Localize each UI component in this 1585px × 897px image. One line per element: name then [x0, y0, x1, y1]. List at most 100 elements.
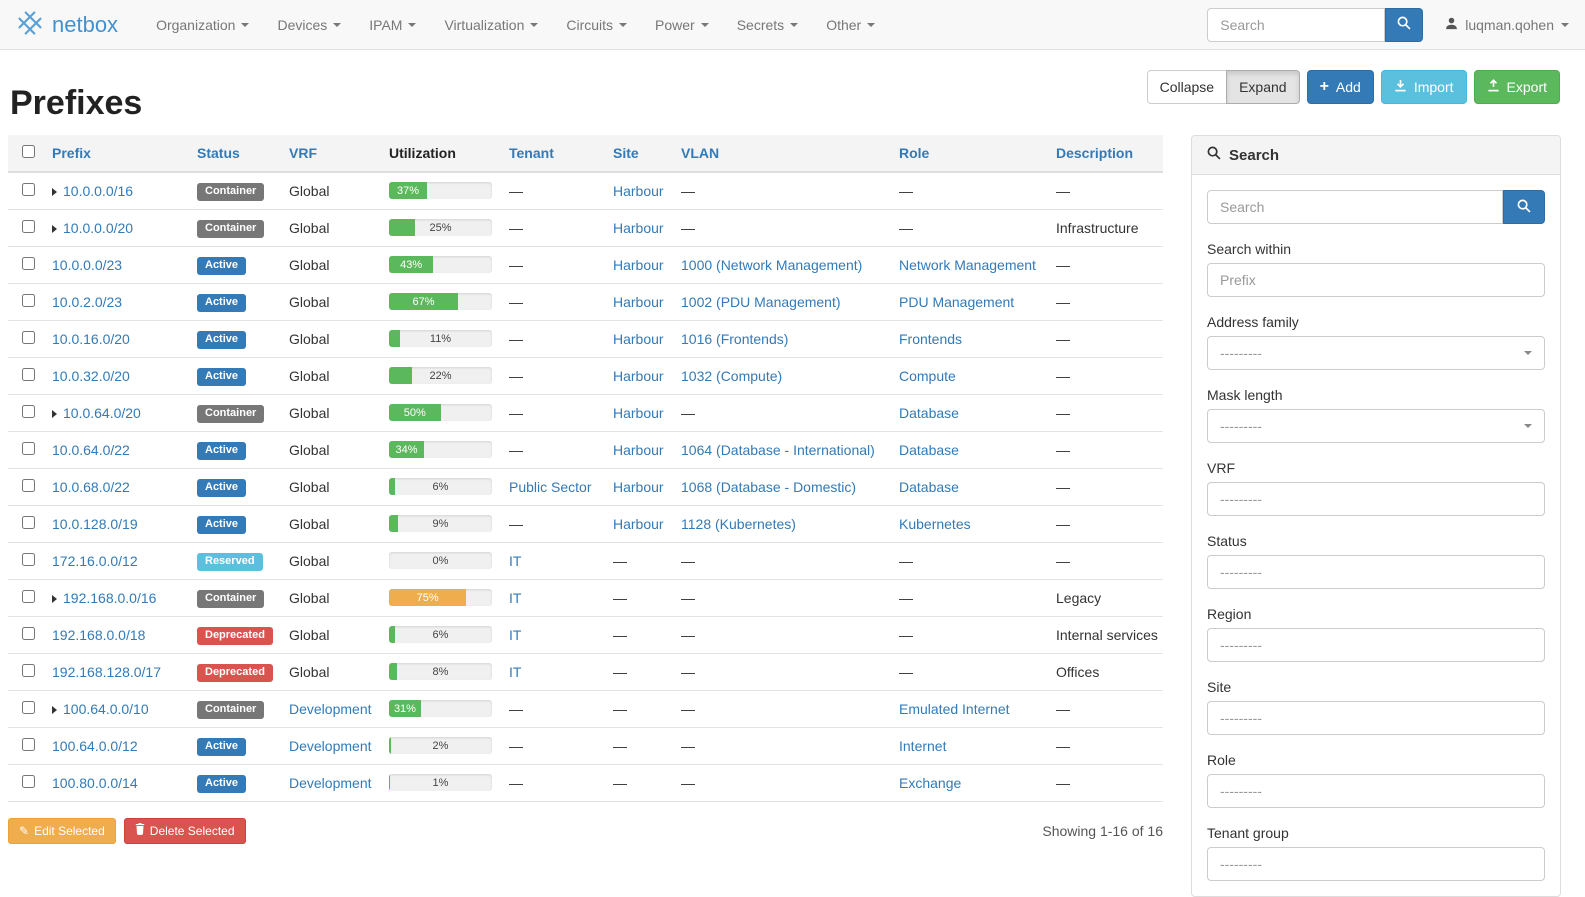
site-select[interactable]: --------- — [1207, 701, 1545, 735]
add-button[interactable]: + Add — [1306, 70, 1374, 104]
sort-link-site[interactable]: Site — [613, 145, 639, 161]
prefix-link[interactable]: 100.64.0.0/10 — [63, 700, 149, 717]
row-checkbox[interactable] — [22, 441, 35, 455]
row-checkbox[interactable] — [22, 182, 35, 196]
import-button[interactable]: Import — [1380, 70, 1467, 104]
row-checkbox[interactable] — [22, 626, 35, 640]
site-link[interactable]: Harbour — [613, 330, 664, 347]
prefix-link[interactable]: 10.0.68.0/22 — [52, 478, 130, 495]
sidebar-search-button[interactable] — [1503, 190, 1545, 224]
nav-menu-secrets[interactable]: Secrets — [723, 0, 812, 49]
tenant-link[interactable]: IT — [509, 663, 522, 680]
nav-menu-power[interactable]: Power — [641, 0, 723, 49]
delete-selected-button[interactable]: Delete Selected — [123, 817, 246, 844]
status-select[interactable]: --------- — [1207, 555, 1545, 589]
prefix-link[interactable]: 172.16.0.0/12 — [52, 552, 138, 569]
row-checkbox[interactable] — [22, 700, 35, 714]
nav-menu-circuits[interactable]: Circuits — [552, 0, 641, 49]
tenant-link[interactable]: IT — [509, 626, 522, 643]
collapse-button[interactable]: Collapse — [1146, 70, 1228, 104]
vlan-link[interactable]: 1032 (Compute) — [681, 367, 783, 384]
select-all-checkbox[interactable] — [22, 145, 35, 158]
row-checkbox[interactable] — [22, 367, 35, 381]
row-checkbox[interactable] — [22, 219, 35, 233]
prefix-link[interactable]: 100.64.0.0/12 — [52, 737, 138, 754]
role-link[interactable]: Emulated Internet — [899, 700, 1010, 717]
expand-toggle-icon[interactable] — [52, 224, 57, 233]
nav-menu-devices[interactable]: Devices — [263, 0, 355, 49]
prefix-link[interactable]: 10.0.2.0/23 — [52, 293, 123, 310]
vlan-link[interactable]: 1128 (Kubernetes) — [681, 515, 796, 532]
user-menu[interactable]: luqman.qohen — [1445, 17, 1569, 33]
prefix-link[interactable]: 192.168.128.0/17 — [52, 663, 161, 680]
prefix-link[interactable]: 10.0.64.0/22 — [52, 441, 130, 458]
vrf-link[interactable]: Development — [289, 737, 372, 754]
role-link[interactable]: Database — [899, 441, 959, 458]
vlan-link[interactable]: 1068 (Database - Domestic) — [681, 478, 857, 495]
vrf-select[interactable]: --------- — [1207, 482, 1545, 516]
prefix-link[interactable]: 10.0.128.0/19 — [52, 515, 138, 532]
region-select[interactable]: --------- — [1207, 628, 1545, 662]
row-checkbox[interactable] — [22, 478, 35, 492]
role-select[interactable]: --------- — [1207, 774, 1545, 808]
site-link[interactable]: Harbour — [613, 367, 664, 384]
nav-menu-organization[interactable]: Organization — [142, 0, 263, 49]
role-link[interactable]: Network Management — [899, 256, 1036, 273]
global-search-button[interactable] — [1385, 7, 1424, 42]
row-checkbox[interactable] — [22, 774, 35, 788]
site-link[interactable]: Harbour — [613, 515, 664, 532]
expand-button[interactable]: Expand — [1226, 70, 1300, 104]
sort-link-tenant[interactable]: Tenant — [509, 145, 554, 161]
search-within-input[interactable] — [1207, 263, 1545, 297]
role-link[interactable]: Database — [899, 404, 959, 421]
row-checkbox[interactable] — [22, 293, 35, 307]
site-link[interactable]: Harbour — [613, 441, 664, 458]
tenant-link[interactable]: IT — [509, 552, 522, 569]
sort-link-vlan[interactable]: VLAN — [681, 145, 720, 161]
vlan-link[interactable]: 1016 (Frontends) — [681, 330, 789, 347]
prefix-link[interactable]: 10.0.32.0/20 — [52, 367, 130, 384]
nav-menu-other[interactable]: Other — [812, 0, 889, 49]
tenant-link[interactable]: Public Sector — [509, 478, 592, 495]
export-button[interactable]: Export — [1473, 70, 1560, 104]
expand-toggle-icon[interactable] — [52, 594, 57, 603]
nav-menu-virtualization[interactable]: Virtualization — [430, 0, 552, 49]
site-link[interactable]: Harbour — [613, 256, 664, 273]
role-link[interactable]: Kubernetes — [899, 515, 971, 532]
site-link[interactable]: Harbour — [613, 182, 664, 199]
edit-selected-button[interactable]: ✎ Edit Selected — [8, 817, 116, 844]
nav-menu-ipam[interactable]: IPAM — [355, 0, 430, 49]
prefix-link[interactable]: 10.0.16.0/20 — [52, 330, 130, 347]
row-checkbox[interactable] — [22, 256, 35, 270]
site-link[interactable]: Harbour — [613, 478, 664, 495]
row-checkbox[interactable] — [22, 404, 35, 418]
prefix-link[interactable]: 10.0.0.0/20 — [63, 219, 134, 236]
sidebar-search-input[interactable] — [1207, 190, 1503, 224]
prefix-link[interactable]: 10.0.64.0/20 — [63, 404, 141, 421]
vlan-link[interactable]: 1002 (PDU Management) — [681, 293, 841, 310]
row-checkbox[interactable] — [22, 737, 35, 751]
sort-link-vrf[interactable]: VRF — [289, 145, 317, 161]
vlan-link[interactable]: 1000 (Network Management) — [681, 256, 863, 273]
expand-toggle-icon[interactable] — [52, 409, 57, 418]
tenant-link[interactable]: IT — [509, 589, 522, 606]
row-checkbox[interactable] — [22, 515, 35, 529]
row-checkbox[interactable] — [22, 663, 35, 677]
site-link[interactable]: Harbour — [613, 293, 664, 310]
vlan-link[interactable]: 1064 (Database - International) — [681, 441, 875, 458]
prefix-link[interactable]: 192.168.0.0/18 — [52, 626, 146, 643]
prefix-link[interactable]: 10.0.0.0/23 — [52, 256, 123, 273]
row-checkbox[interactable] — [22, 589, 35, 603]
sort-link-status[interactable]: Status — [197, 145, 240, 161]
role-link[interactable]: Compute — [899, 367, 956, 384]
global-search-input[interactable] — [1207, 7, 1386, 42]
row-checkbox[interactable] — [22, 330, 35, 344]
expand-toggle-icon[interactable] — [52, 187, 57, 196]
vrf-link[interactable]: Development — [289, 700, 372, 717]
prefix-link[interactable]: 100.80.0.0/14 — [52, 774, 138, 791]
role-link[interactable]: Internet — [899, 737, 947, 754]
role-link[interactable]: Frontends — [899, 330, 963, 347]
site-link[interactable]: Harbour — [613, 219, 664, 236]
prefix-link[interactable]: 192.168.0.0/16 — [63, 589, 157, 606]
mask-length-select[interactable]: --------- — [1207, 409, 1545, 443]
